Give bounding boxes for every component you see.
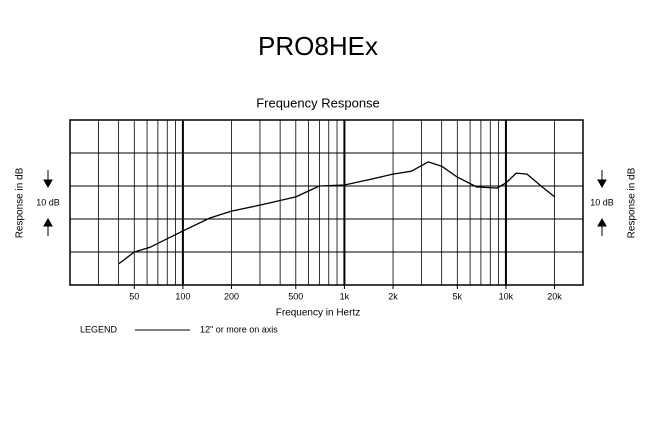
x-tick-label: 10k — [499, 291, 514, 301]
x-tick-label: 1k — [340, 291, 350, 301]
plot-frame — [69, 119, 584, 286]
x-tick-label: 500 — [288, 291, 303, 301]
y-axis-label: Response in dB — [627, 167, 638, 238]
x-tick-label: 200 — [224, 291, 239, 301]
scale-label: 10 dB — [590, 197, 614, 207]
chart-subtitle: Frequency Response — [256, 95, 380, 110]
scale-arrows — [43, 170, 607, 236]
x-tick-label: 20k — [547, 291, 562, 301]
chart-title: PRO8HEx — [258, 31, 378, 61]
legend-title: LEGEND — [80, 324, 118, 334]
x-tick-label: 50 — [129, 291, 139, 301]
x-tick-label: 100 — [175, 291, 190, 301]
legend-label: 12" or more on axis — [200, 324, 278, 334]
response-curve — [118, 161, 556, 265]
x-axis-label: Frequency in Hertz — [276, 308, 360, 319]
y-axis-label: Response in dB — [15, 167, 26, 238]
x-tick-label: 2k — [388, 291, 398, 301]
scale-label: 10 dB — [36, 197, 60, 207]
x-tick-label: 5k — [453, 291, 463, 301]
